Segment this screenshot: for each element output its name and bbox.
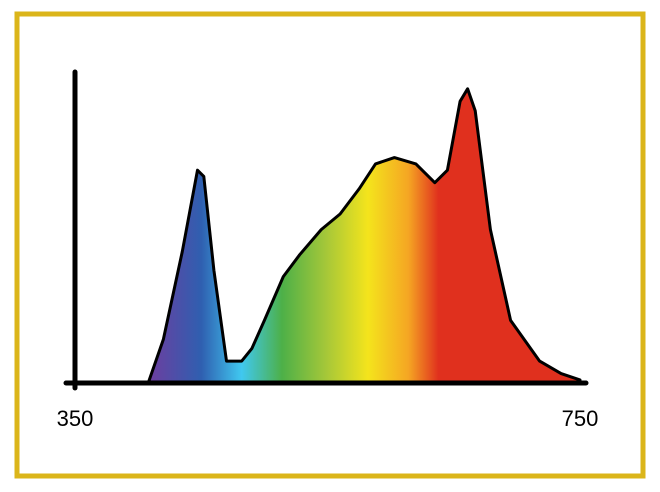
spectrum-area [146,87,582,385]
x-tick-label: 350 [57,406,94,431]
plot [146,87,582,385]
x-tick-label: 750 [562,406,599,431]
